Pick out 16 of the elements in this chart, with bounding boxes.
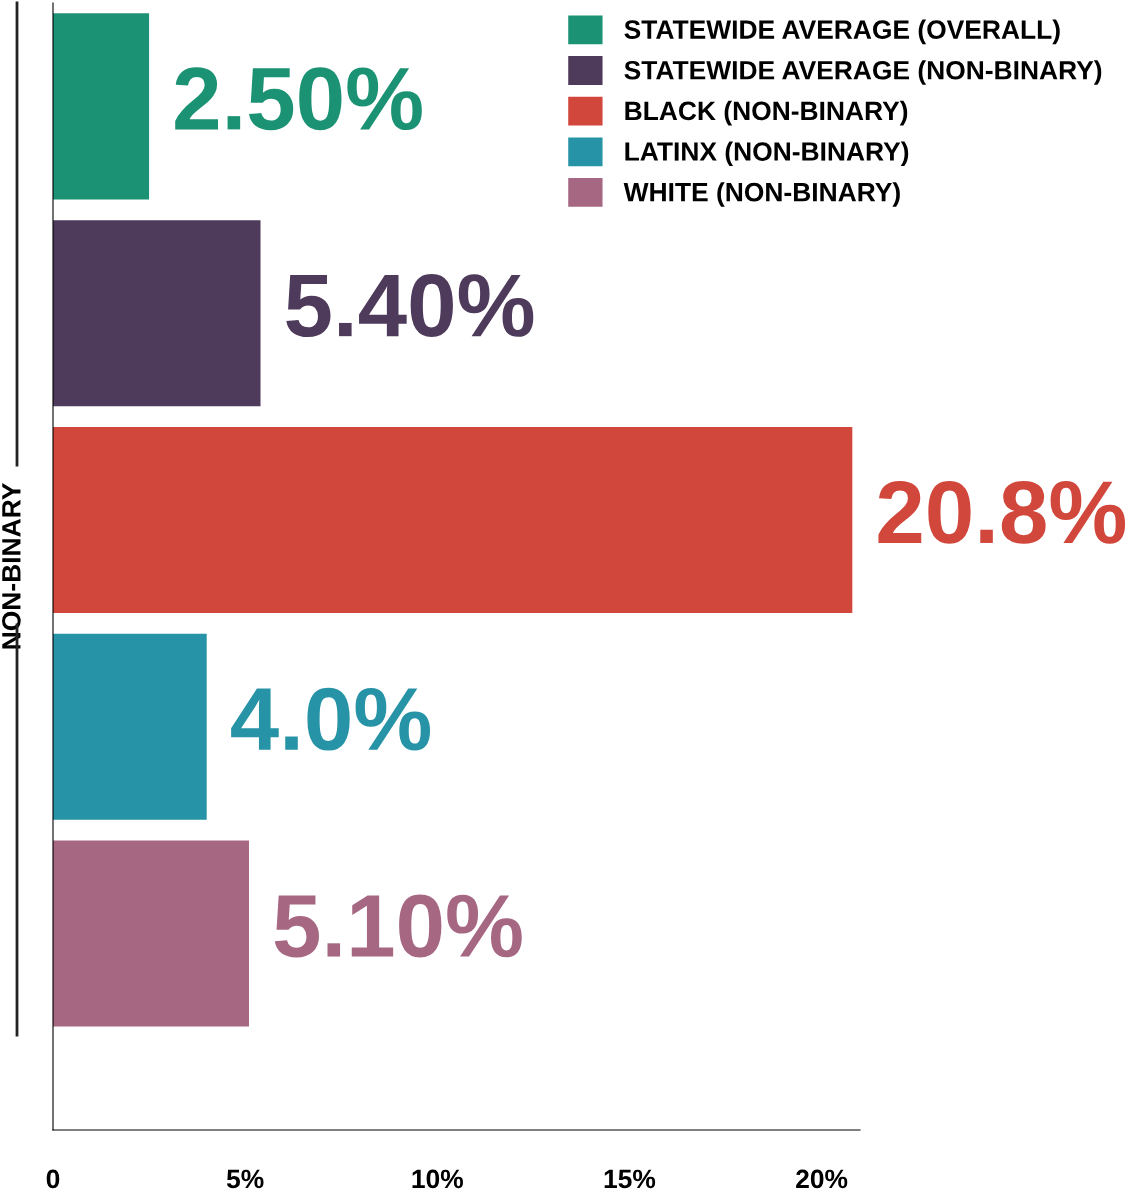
y-axis-title: NON-BINARY	[2, 483, 21, 649]
x-tick-label: 10%	[412, 1169, 463, 1189]
x-tick-label: 20%	[796, 1169, 848, 1189]
data-label: 2.50%	[175, 67, 422, 131]
legend-label: STATEWIDE AVERAGE (OVERALL)	[624, 19, 1060, 45]
x-tick-label: 5%	[226, 1169, 264, 1189]
data-label: 20.8%	[878, 480, 1126, 544]
data-label: 4.0%	[231, 687, 431, 751]
x-tick-label: 0	[46, 1169, 60, 1189]
legend-label: WHITE (NON-BINARY)	[623, 182, 900, 207]
legend-label: BLACK (NON-BINARY)	[625, 100, 908, 126]
legend-label: LATINX (NON-BINARY)	[625, 141, 909, 167]
x-tick-label: 15%	[604, 1169, 656, 1189]
data-label: 5.10%	[274, 894, 522, 958]
legend-label: STATEWIDE AVERAGE (NON-BINARY)	[624, 60, 1102, 85]
data-label: 5.40%	[286, 274, 534, 338]
